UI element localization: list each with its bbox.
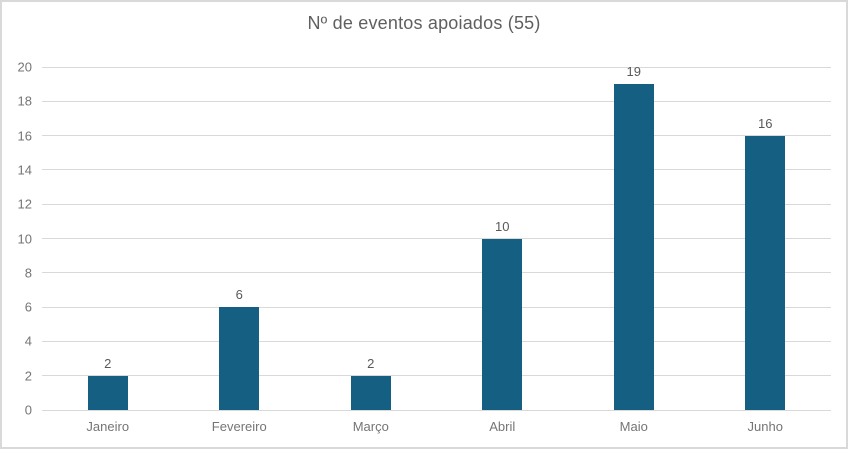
gridline-y-8 (42, 272, 831, 274)
gridline-y-12 (42, 203, 831, 205)
bar-janeiro (87, 375, 128, 410)
bar-maio (613, 84, 654, 410)
y-axis-tick-labels: 0 2 4 6 8 10 12 14 16 18 20 (2, 61, 32, 417)
gridline-y-16 (42, 135, 831, 137)
data-label-março: 2 (367, 355, 375, 371)
y-tick-label-20: 20 (17, 59, 32, 75)
x-tick-label-janeiro: Janeiro (86, 419, 130, 434)
gridline-y-2 (42, 375, 831, 377)
x-axis-line (42, 409, 831, 411)
data-label-maio: 19 (626, 64, 641, 80)
gridline-y-20 (42, 66, 831, 68)
data-label-janeiro: 2 (104, 355, 112, 371)
y-tick-label-16: 16 (17, 128, 32, 144)
data-label-junho: 16 (758, 115, 773, 131)
data-label-abril: 10 (495, 218, 510, 234)
y-tick-label-10: 10 (17, 231, 32, 246)
y-tick-label-4: 4 (24, 333, 32, 349)
gridline-y-4 (42, 340, 831, 342)
gridline-y-14 (42, 169, 831, 171)
y-tick-label-6: 6 (24, 299, 32, 315)
x-axis-labels: Janeiro Fevereiro Março Abril Maio Junho (42, 420, 831, 440)
y-tick-label-2: 2 (24, 368, 32, 384)
x-tick-label-março: Março (352, 419, 389, 434)
y-tick-label-0: 0 (24, 402, 32, 418)
x-tick-label-fevereiro: Fevereiro (211, 419, 267, 434)
y-tick-label-12: 12 (17, 196, 32, 212)
x-tick-label-junho: Junho (747, 419, 783, 434)
gridline-y-6 (42, 306, 831, 308)
y-tick-label-8: 8 (24, 265, 32, 281)
data-label-fevereiro: 6 (235, 287, 243, 303)
y-tick-label-14: 14 (17, 162, 32, 178)
plot-area: 2 6 2 10 19 16 (42, 64, 831, 411)
bar-junho (745, 135, 786, 410)
x-tick-label-abril: Abril (489, 419, 516, 434)
y-tick-label-18: 18 (17, 93, 32, 109)
x-tick-label-maio: Maio (619, 419, 648, 434)
bar-março (350, 375, 391, 410)
bar-abril (482, 238, 523, 410)
gridline-y-18 (42, 100, 831, 102)
gridline-y-10 (42, 238, 831, 239)
bar-fevereiro (219, 307, 260, 410)
chart-title: Nº de eventos apoiados (55) (307, 13, 541, 33)
